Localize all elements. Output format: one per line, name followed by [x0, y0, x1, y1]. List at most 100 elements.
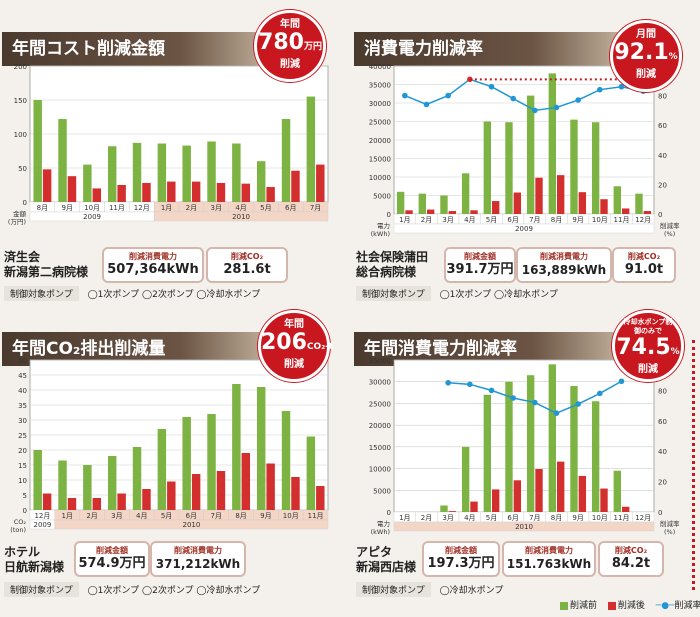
y-tick-label: 20000: [369, 422, 391, 430]
bar-before: [182, 145, 191, 202]
bar-after: [67, 176, 77, 202]
y-tick-label: 25000: [369, 400, 391, 408]
bar-after: [191, 474, 201, 510]
bar-before: [58, 119, 67, 202]
bar-after: [316, 164, 325, 202]
bar-after: [600, 199, 608, 214]
year-cell: [393, 521, 655, 532]
y-axis-label: CO₂: [14, 518, 27, 526]
bar-before: [83, 164, 92, 202]
site-name-line2: 総合病院様: [356, 265, 417, 279]
x-tick-label: 2月: [86, 512, 97, 520]
bar-after: [316, 486, 325, 510]
y-axis-label: 金額: [13, 209, 27, 218]
bar-after: [117, 185, 126, 202]
y-axis-unit: (kWh): [371, 230, 390, 238]
y2-tick-label: 80: [658, 93, 667, 101]
y-axis-unit: (万円): [8, 218, 26, 226]
x-tick-label: 6月: [186, 512, 197, 520]
rate-point: [618, 378, 625, 385]
bar-after: [291, 170, 300, 202]
x-tick-label: 3月: [442, 514, 453, 522]
x-tick-label: 7月: [211, 512, 222, 520]
pump-list: 制御対象ポンプ ◯1次ポンプ ◯2次ポンプ ◯冷却水ポンプ: [4, 582, 260, 597]
kpi-card: 削減消費電力 151.763kWh: [502, 541, 596, 577]
badge-value: 92.1: [614, 40, 669, 65]
y-tick-label: 10000: [369, 466, 391, 474]
x-tick-label: 2月: [186, 204, 197, 212]
y-tick-label: 10000: [369, 174, 391, 182]
kpi-value: 84.2t: [611, 556, 651, 571]
bar-before: [570, 386, 578, 512]
kpi-label: 削減消費電力: [540, 252, 588, 261]
kpi-label: 削減CO₂: [627, 252, 661, 261]
bar-after: [535, 469, 543, 512]
bar-after: [266, 463, 275, 510]
y2-axis-label: 削減率: [660, 519, 680, 528]
x-tick-label: 5月: [486, 514, 497, 522]
badge-bottom: 削減: [636, 69, 656, 80]
bar-before: [132, 447, 142, 510]
y-tick-label: 30000: [369, 100, 391, 108]
badge-value: 74.5: [616, 335, 671, 360]
pump-item: ◯1次ポンプ: [87, 586, 140, 596]
x-tick-label: 11月: [109, 204, 125, 212]
kpi-label: 削減CO₂: [230, 252, 264, 261]
reduction-badge: 冷却水ポンプ制御のみで 74.5% 削減: [612, 310, 684, 382]
bar-after: [216, 182, 226, 202]
bar-after: [448, 211, 457, 214]
legend-before: 削減前: [560, 598, 597, 611]
y2-tick-label: 80: [658, 387, 667, 395]
x-tick-label: 5月: [161, 512, 172, 520]
year-cell: [393, 223, 655, 234]
x-tick-label: 7月: [310, 204, 321, 212]
rate-point: [532, 399, 538, 406]
bar-before: [440, 195, 448, 214]
x-tick-label: 11月: [614, 216, 630, 224]
x-tick-label: 7月: [529, 216, 540, 224]
badge-number: 74.5%: [615, 336, 681, 364]
bar-before: [58, 460, 67, 510]
bar-after: [67, 498, 77, 510]
kpi-card: 削減消費電力 371,212kWh: [150, 541, 246, 577]
x-tick-label: 2月: [421, 514, 432, 522]
reduction-badge: 年間 780万円 削減: [254, 10, 326, 82]
bar-before: [306, 436, 316, 510]
kpi-value: 91.0t: [624, 262, 664, 277]
y-tick-label: 0: [23, 507, 27, 515]
bar-before: [505, 381, 513, 512]
x-tick-label: 8月: [235, 512, 246, 520]
y-tick-label: 50: [18, 357, 27, 365]
bar-after: [492, 201, 500, 214]
legend-swatch-after: [607, 601, 616, 610]
bar-before: [207, 414, 216, 510]
bar-before: [83, 465, 92, 510]
y-tick-label: 0: [23, 199, 27, 207]
bar-before: [33, 450, 42, 510]
y-tick-label: 200: [14, 63, 27, 71]
kpi-card: 削減消費電力 163,889kWh: [516, 247, 612, 283]
bar-after: [241, 183, 251, 202]
legend-label: 削減後: [617, 601, 645, 611]
y2-axis-unit: (%): [664, 528, 675, 536]
bar-after: [167, 481, 176, 510]
bar-after: [241, 453, 251, 510]
y-tick-label: 25: [18, 432, 27, 440]
kpi-label: 削減消費電力: [525, 546, 573, 555]
kpi-card: 削減金額 391.7万円: [444, 247, 516, 283]
bar-after: [142, 182, 151, 202]
bar-after: [578, 192, 587, 214]
year-label: 2009: [515, 225, 533, 233]
bar-before: [157, 429, 167, 510]
site-name: アピタ 新潟西店様: [356, 545, 416, 575]
bar-before: [505, 122, 513, 214]
bar-before: [107, 146, 117, 202]
bar-after: [42, 169, 52, 202]
pump-item: ◯2次ポンプ: [142, 290, 194, 300]
pump-list-label: 制御対象ポンプ: [356, 582, 431, 597]
x-tick-label: 5月: [260, 204, 271, 212]
y-tick-label: 50: [18, 165, 27, 173]
kpi-card: 削減CO₂ 281.6t: [206, 247, 288, 283]
bar-before: [483, 394, 491, 512]
panel-annual-power-rate: 年間消費電力削減率 0 5000 10000 15000 20000 25000 30000…: [352, 300, 692, 600]
